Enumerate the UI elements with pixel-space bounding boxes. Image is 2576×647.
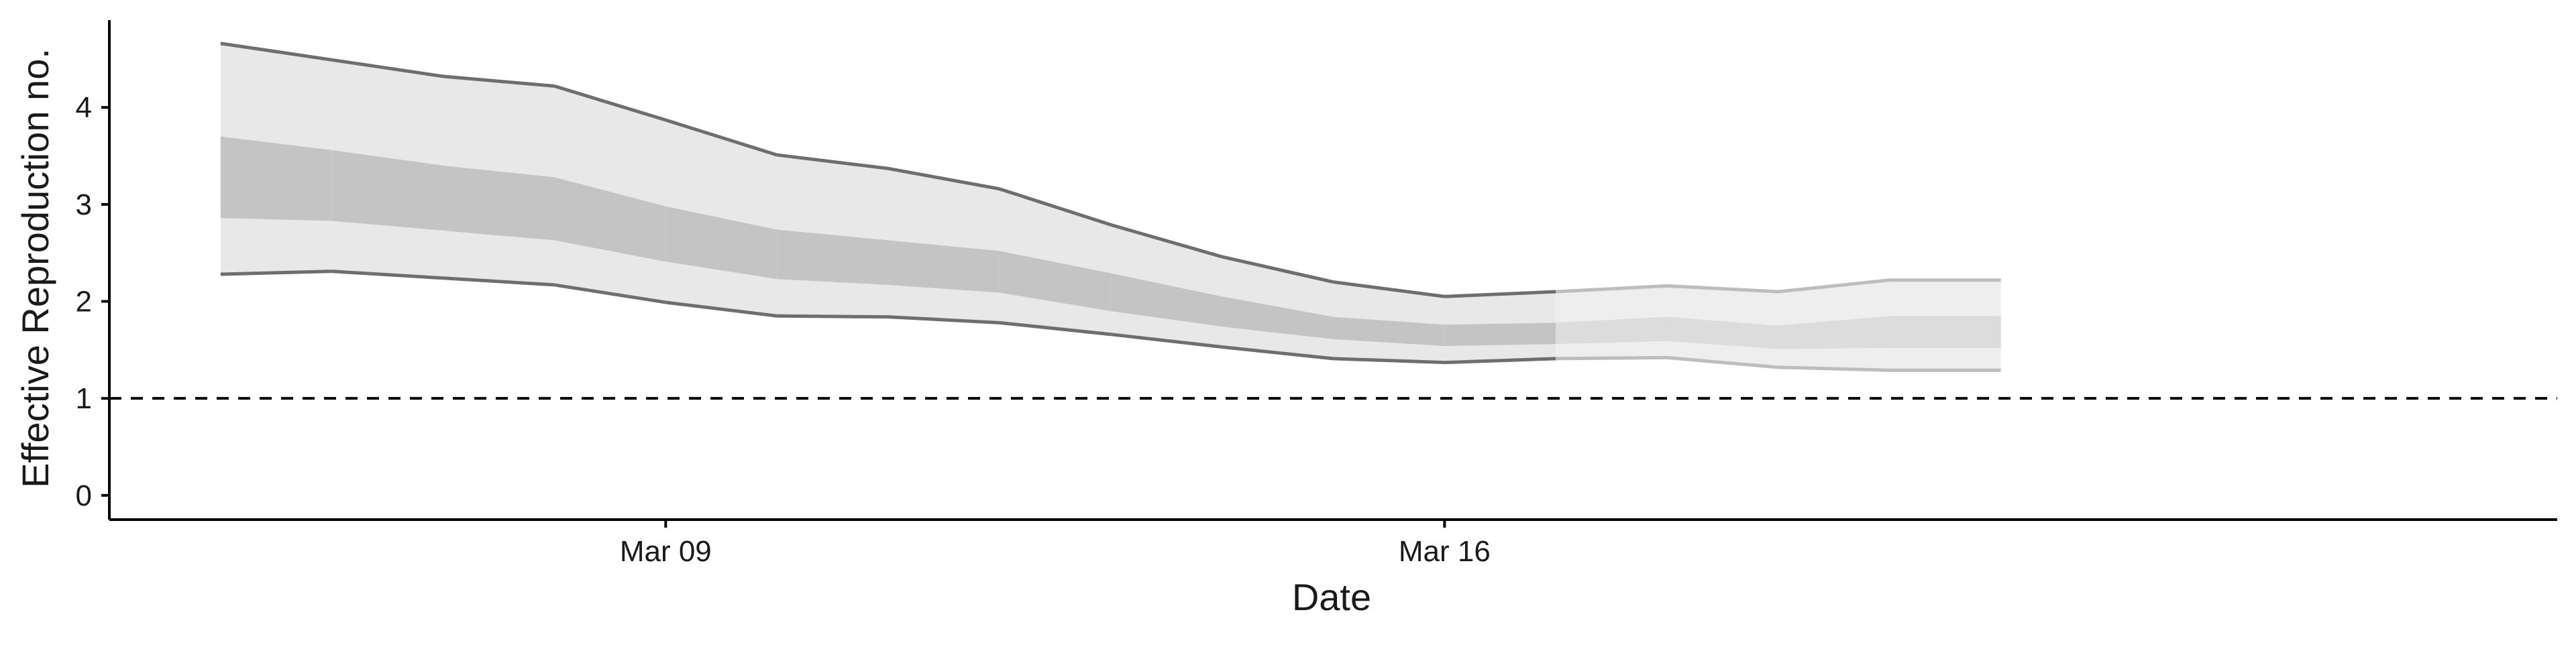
inner-band-segment (888, 240, 1000, 293)
inner-band-segment (665, 206, 777, 280)
y-tick-label: 3 (76, 188, 92, 221)
lower-bound-line (888, 315, 1000, 325)
upper-bound-line (1666, 284, 1779, 294)
lower-bound-line (554, 283, 666, 304)
inner-band-segment (1556, 316, 1668, 345)
inner-band-segment (443, 165, 555, 241)
lower-bound-line (1222, 345, 1334, 361)
inner-band-segment (1333, 316, 1445, 347)
inner-band-segment (1667, 316, 1778, 349)
upper-bound-line (1444, 290, 1556, 298)
lower-bound-line (999, 320, 1112, 337)
upper-bound-line (1556, 284, 1668, 294)
inner-band-segment (331, 150, 443, 231)
inner-band-segment (554, 177, 666, 262)
upper-bound-line (999, 187, 1112, 227)
upper-bound-line (1778, 278, 1890, 294)
lower-bound-line (331, 270, 443, 280)
x-tick-label: Mar 16 (1399, 535, 1491, 568)
upper-bound-line (888, 166, 1000, 191)
inner-band-segment (1110, 273, 1222, 327)
ticks-layer: 0 1 2 3 4 Mar 09 Mar 16 (76, 91, 1491, 568)
bound-lines-layer (220, 42, 2001, 372)
inner-band-segment (220, 136, 332, 221)
y-tick-label: 0 (76, 479, 92, 512)
lower-bound-line (443, 276, 555, 287)
axes-layer (108, 20, 2557, 521)
upper-bound-line (776, 153, 889, 170)
upper-bound-line (220, 42, 333, 62)
inner-band-segment (777, 229, 889, 285)
lower-bound-line (1110, 333, 1222, 349)
lower-bound-line (1666, 355, 1779, 369)
inner-band-segment (1222, 296, 1334, 339)
upper-bound-line (1222, 255, 1334, 284)
lower-bound-line (1778, 365, 1890, 372)
x-tick-label: Mar 09 (620, 535, 712, 568)
lower-bound-line (1333, 357, 1445, 365)
lower-bound-line (665, 300, 777, 318)
lower-bound-line (1444, 357, 1556, 365)
y-axis-title: Effective Reproduction no. (14, 48, 56, 488)
y-tick-label: 4 (76, 91, 92, 124)
inner-band-segment (1778, 316, 1890, 349)
upper-bound-line (331, 58, 443, 78)
bands-layer (220, 43, 2001, 371)
upper-bound-line (665, 118, 777, 157)
lower-bound-line (220, 270, 332, 276)
inner-band-segment (999, 251, 1111, 311)
upper-bound-line (553, 84, 667, 122)
upper-bound-line (1333, 280, 1445, 298)
y-tick-label: 2 (76, 286, 92, 318)
x-axis-title: Date (1292, 576, 1371, 618)
lower-bound-line (1556, 355, 1668, 361)
upper-bound-line (443, 74, 555, 88)
inner-band-segment (1444, 322, 1556, 347)
inner-band-segment (1889, 316, 2001, 348)
upper-bound-line (1110, 223, 1223, 259)
y-tick-label: 1 (76, 382, 92, 415)
